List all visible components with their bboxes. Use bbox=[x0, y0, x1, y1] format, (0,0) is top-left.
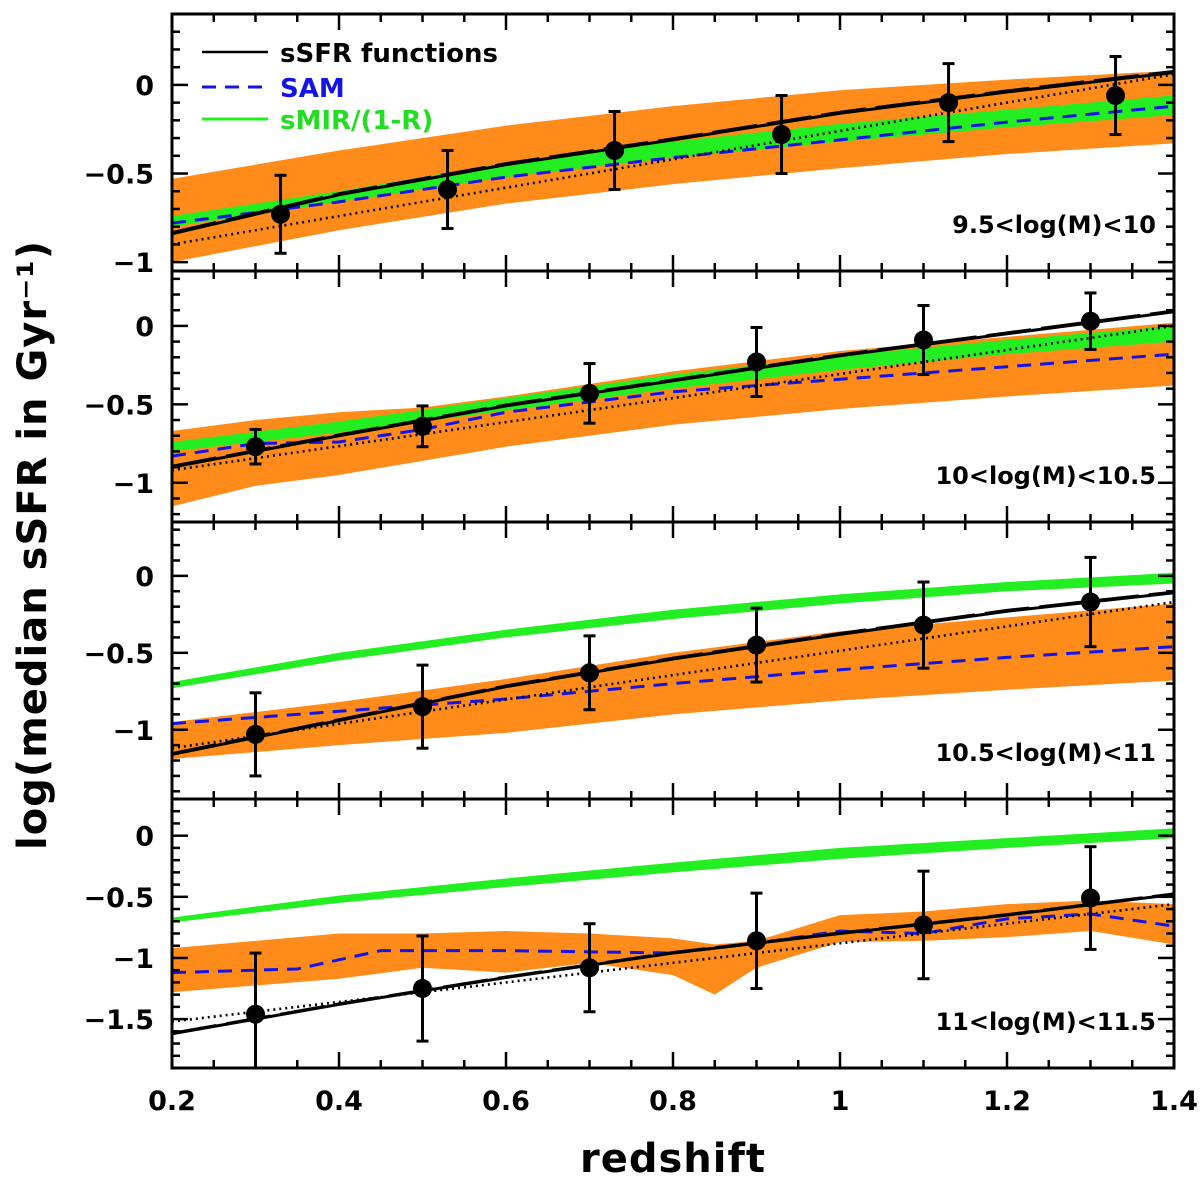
sam-line bbox=[172, 104, 1174, 225]
dotted-fit-line bbox=[172, 324, 1174, 472]
smir-band bbox=[172, 572, 1174, 689]
x-axis-title: redshift bbox=[580, 1136, 766, 1181]
panel-label: 10.5<log(M)<11 bbox=[935, 739, 1156, 767]
data-point bbox=[246, 1004, 265, 1024]
panel-plot-area bbox=[172, 828, 1174, 1068]
x-tick-label: 0.8 bbox=[649, 1086, 697, 1117]
sam-line bbox=[172, 645, 1174, 726]
data-point bbox=[271, 204, 291, 224]
ssfr-function-dash-line bbox=[172, 309, 1174, 467]
y-tick-label: −1.5 bbox=[84, 1005, 154, 1036]
ssfr-function-line bbox=[172, 591, 1174, 756]
panel-3: 0 −0.5 −1 10.5<log(M)<11 bbox=[84, 520, 1176, 801]
data-point bbox=[747, 635, 766, 655]
data-point bbox=[246, 724, 265, 744]
x-tick-label: 0.2 bbox=[148, 1086, 196, 1117]
legend-label-sam: SAM bbox=[280, 74, 345, 104]
data-point bbox=[580, 663, 599, 683]
ssfr-function-line bbox=[172, 70, 1174, 236]
sam-line bbox=[172, 352, 1174, 458]
panels-layer: 0 −0.5 −1 9.5<log(M)<10 0 −0.5 −1 10<log(M)<10.… bbox=[84, 12, 1176, 1070]
data-point bbox=[772, 125, 792, 145]
sam-line bbox=[172, 912, 1174, 975]
panel-plot-area bbox=[172, 555, 1174, 778]
data-point bbox=[1081, 311, 1100, 331]
data-point bbox=[914, 330, 933, 350]
y-tick-label: −1 bbox=[113, 248, 154, 279]
x-tick-label: 0.4 bbox=[315, 1086, 363, 1117]
smir-band bbox=[172, 95, 1174, 227]
y-tick-label: 0 bbox=[135, 562, 154, 593]
data-point bbox=[413, 416, 432, 436]
data-point bbox=[914, 615, 933, 635]
data-point bbox=[747, 931, 766, 951]
smir-band bbox=[172, 828, 1174, 923]
y-tick-label: 0 bbox=[135, 312, 154, 343]
panel-label: 11<log(M)<11.5 bbox=[935, 1008, 1156, 1036]
data-point bbox=[1106, 86, 1126, 106]
dotted-fit-line bbox=[172, 902, 1174, 1023]
ssfr-function-dash-line bbox=[172, 69, 1174, 233]
panel-plot-area bbox=[172, 55, 1174, 263]
panel-label: 9.5<log(M)<10 bbox=[952, 211, 1156, 239]
data-point bbox=[246, 437, 265, 457]
y-tick-label: −0.5 bbox=[84, 390, 154, 421]
y-tick-label: 0 bbox=[135, 71, 154, 102]
data-point bbox=[605, 140, 625, 160]
y-tick-label: −1 bbox=[113, 944, 154, 975]
data-point bbox=[580, 383, 599, 403]
y-axis-title: log(median sSFR in Gyr⁻¹) bbox=[10, 240, 56, 850]
ssfr-function-dash-line bbox=[172, 892, 1174, 1034]
data-point bbox=[1081, 592, 1100, 612]
data-point bbox=[914, 915, 933, 935]
x-tick-labels: 0.2 0.4 0.6 0.8 1 1.2 1.4 bbox=[148, 1086, 1198, 1117]
legend-label-ssfr: sSFR functions bbox=[280, 39, 498, 69]
y-tick-label: −0.5 bbox=[84, 883, 154, 914]
data-point bbox=[1081, 888, 1100, 908]
orange-band bbox=[172, 603, 1174, 759]
y-tick-label: −1 bbox=[113, 716, 154, 747]
ssfr-function-line bbox=[172, 310, 1174, 469]
ssfr-function-line bbox=[172, 892, 1174, 1036]
data-point bbox=[939, 93, 959, 113]
data-point bbox=[413, 697, 432, 717]
x-tick-label: 1 bbox=[831, 1086, 850, 1117]
legend-label-smir: sMIR/(1-R) bbox=[280, 106, 433, 136]
x-tick-label: 1.2 bbox=[983, 1086, 1031, 1117]
y-tick-label: −0.5 bbox=[84, 160, 154, 191]
panel-2: 0 −0.5 −1 10<log(M)<10.5 bbox=[84, 269, 1176, 524]
y-tick-label: 0 bbox=[135, 822, 154, 853]
y-tick-label: −0.5 bbox=[84, 639, 154, 670]
y-tick-label: −1 bbox=[113, 469, 154, 500]
data-point bbox=[580, 958, 599, 978]
dotted-fit-line bbox=[172, 600, 1174, 750]
data-point bbox=[438, 179, 458, 199]
x-tick-label: 0.6 bbox=[482, 1086, 530, 1117]
panel-plot-area bbox=[172, 291, 1174, 507]
panel-label: 10<log(M)<10.5 bbox=[935, 462, 1156, 490]
legend: sSFR functions SAM sMIR/(1-R) bbox=[202, 39, 498, 136]
data-point bbox=[747, 352, 766, 372]
data-point bbox=[413, 979, 432, 999]
orange-band bbox=[172, 900, 1174, 995]
dotted-fit-line bbox=[172, 72, 1174, 246]
panel-4: 0 −0.5 −1 −1.5 11<log(M)<11.5 bbox=[84, 797, 1176, 1070]
x-tick-label: 1.4 bbox=[1150, 1086, 1198, 1117]
panel-1: 0 −0.5 −1 9.5<log(M)<10 bbox=[84, 12, 1176, 279]
ssfr-function-dash-line bbox=[172, 590, 1174, 754]
